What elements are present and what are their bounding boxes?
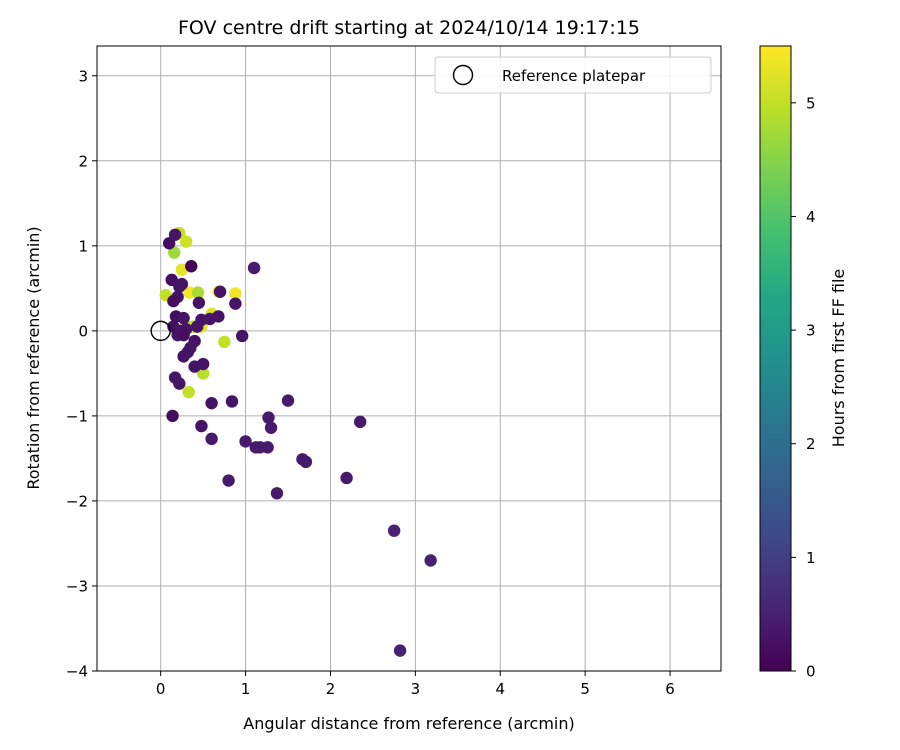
scatter-point: [168, 246, 181, 259]
scatter-point: [261, 441, 274, 454]
scatter-point: [195, 419, 208, 433]
scatter-point: [235, 329, 249, 343]
chart-title: FOV centre drift starting at 2024/10/14 …: [178, 17, 640, 39]
scatter-point: [196, 367, 210, 380]
scatter-point: [270, 487, 284, 500]
colorbar-tick-label: 1: [806, 549, 816, 567]
reference-marker: [150, 320, 171, 342]
colorbar-gradient: [759, 45, 792, 672]
scatter-point: [166, 409, 179, 423]
scatter-point: [175, 277, 189, 291]
scatter-point: [218, 335, 231, 349]
y-tick-label: 2: [78, 152, 88, 170]
y-axis-ticks: −4 −3 −2 −1 0 1 2 3: [66, 67, 97, 681]
scatter-point: [424, 554, 437, 567]
colorbar-tick-label: 2: [806, 435, 816, 453]
y-tick-label: 1: [78, 237, 88, 255]
scatter-point: [247, 261, 261, 275]
scatter-point: [183, 286, 196, 299]
scatter-point: [177, 350, 190, 363]
colorbar-tick-label: 3: [806, 322, 816, 340]
scatter-point: [387, 524, 401, 537]
scatter-point: [205, 432, 218, 446]
scatter-point: [229, 297, 242, 310]
x-axis-label: Angular distance from reference (arcmin): [243, 714, 574, 733]
scatter-point: [173, 377, 186, 390]
x-tick-label: 5: [580, 680, 590, 698]
x-tick-label: 4: [495, 680, 505, 698]
data-points: [159, 226, 437, 657]
scatter-point: [185, 260, 198, 273]
scatter-point: [167, 294, 180, 308]
scatter-point: [239, 435, 252, 448]
scatter-point: [393, 644, 407, 657]
y-tick-label: 3: [78, 67, 88, 85]
colorbar-label: Hours from first FF file: [829, 269, 848, 448]
legend: Reference platepar: [434, 56, 712, 94]
scatter-point: [213, 285, 227, 298]
x-tick-label: 0: [156, 680, 166, 698]
scatter-point: [205, 396, 218, 410]
y-tick-label: −1: [66, 407, 88, 425]
scatter-point: [353, 415, 367, 429]
scatter-point: [182, 385, 195, 399]
x-tick-label: 6: [665, 680, 675, 698]
scatter-point: [190, 320, 204, 333]
grid-lines: [97, 46, 721, 672]
x-tick-label: 2: [326, 680, 336, 698]
colorbar-ticks: 0 1 2 3 4 5: [791, 94, 816, 681]
scatter-point: [299, 455, 313, 469]
scatter-point: [177, 311, 190, 325]
x-tick-label: 3: [411, 680, 421, 698]
legend-reference-marker: [452, 64, 474, 86]
scatter-point: [188, 360, 201, 373]
scatter-point: [264, 421, 278, 435]
scatter-point: [229, 287, 242, 300]
scatter-point: [262, 411, 275, 424]
scatter-point: [212, 310, 225, 323]
scatter-point: [192, 296, 206, 310]
scatter-point: [340, 471, 353, 485]
colorbar-tick-label: 0: [806, 663, 816, 681]
x-axis-ticks: 0 1 2 3 4 5 6: [156, 671, 675, 698]
y-tick-label: 0: [78, 322, 88, 340]
scatter-point: [191, 286, 205, 299]
y-tick-label: −3: [66, 577, 88, 595]
scatter-point: [168, 228, 182, 241]
colorbar-tick-label: 5: [806, 94, 816, 112]
scatter-point: [179, 235, 193, 248]
scatter-point: [177, 328, 190, 342]
legend-box: [434, 56, 712, 94]
scatter-point: [175, 263, 189, 276]
y-tick-label: −2: [66, 492, 88, 510]
scatter-point: [225, 395, 239, 408]
colorbar: 0 1 2 3 4 5 Hours from first FF file: [759, 45, 848, 681]
plot-frame: [96, 45, 722, 672]
y-tick-label: −4: [66, 663, 88, 681]
scatter-point: [281, 394, 295, 407]
legend-entry-reference-platepar: Reference platepar: [502, 67, 646, 85]
colorbar-tick-label: 4: [806, 208, 816, 226]
scatter-point: [222, 474, 235, 487]
y-axis-label: Rotation from reference (arcmin): [24, 226, 43, 489]
x-tick-label: 1: [241, 680, 251, 698]
